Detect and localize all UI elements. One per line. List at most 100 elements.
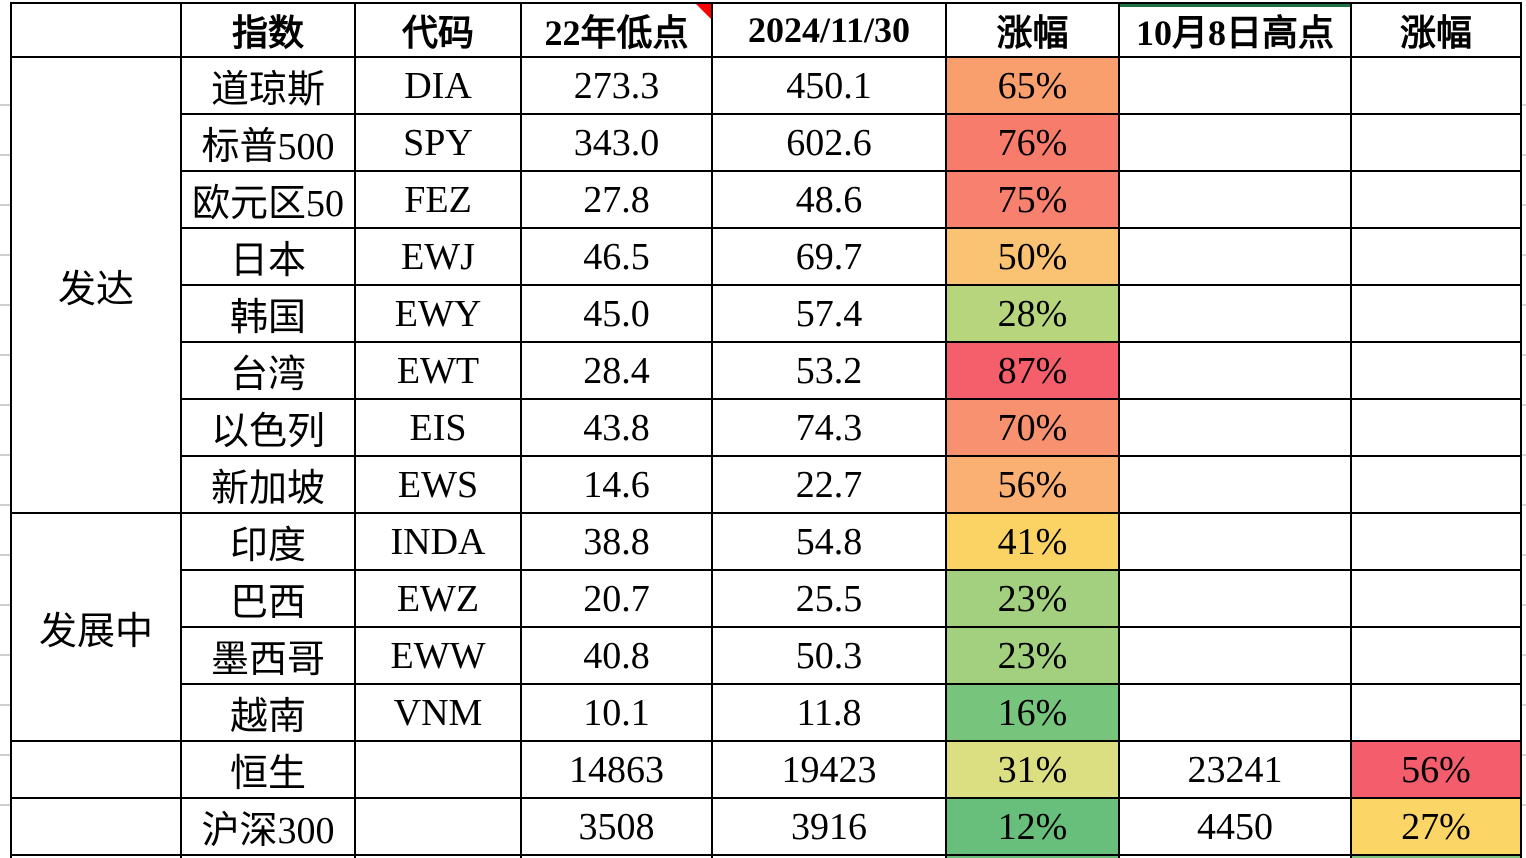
cell-code[interactable] [354,854,522,858]
cell-low22[interactable]: 20.7 [520,569,713,628]
cell-nov30[interactable]: 54.8 [711,512,947,571]
cell-index-name[interactable]: 韩国 [180,284,356,343]
cell-code[interactable]: EWZ [354,569,522,628]
cell-change1[interactable]: 12% [945,854,1120,858]
cell-index-name[interactable]: 中证500 [180,854,356,858]
cell-change1[interactable]: 75% [945,170,1120,229]
cell-low22[interactable]: 5234 [520,854,713,858]
cell-code[interactable]: DIA [354,56,522,115]
cell-oct8-high[interactable] [1118,455,1352,514]
group-cell[interactable]: 发展中 [10,512,182,742]
cell-oct8-high[interactable]: 6417 [1118,854,1352,858]
cell-nov30[interactable]: 450.1 [711,56,947,115]
cell-code[interactable]: VNM [354,683,522,742]
group-cell-empty[interactable] [10,854,182,858]
cell-nov30[interactable]: 48.6 [711,170,947,229]
cell-oct8-high[interactable]: 23241 [1118,740,1352,799]
group-cell-empty[interactable] [10,797,182,856]
cell-change2[interactable] [1350,569,1522,628]
cell-oct8-high[interactable] [1118,170,1352,229]
cell-low22[interactable]: 45.0 [520,284,713,343]
group-cell-empty[interactable] [10,740,182,799]
cell-change2[interactable] [1350,341,1522,400]
cell-code[interactable] [354,740,522,799]
cell-change1[interactable]: 23% [945,569,1120,628]
cell-oct8-high[interactable] [1118,113,1352,172]
header-low22[interactable]: 22年低点 [520,2,713,58]
cell-index-name[interactable]: 巴西 [180,569,356,628]
cell-index-name[interactable]: 以色列 [180,398,356,457]
cell-low22[interactable]: 14863 [520,740,713,799]
cell-change2[interactable]: 56% [1350,740,1522,799]
cell-low22[interactable]: 27.8 [520,170,713,229]
cell-code[interactable]: EIS [354,398,522,457]
cell-low22[interactable]: 10.1 [520,683,713,742]
header-date-2024-11-30[interactable]: 2024/11/30 [711,2,947,58]
cell-index-name[interactable]: 标普500 [180,113,356,172]
cell-code[interactable]: EWT [354,341,522,400]
cell-change1[interactable]: 41% [945,512,1120,571]
header-group-cell[interactable] [10,2,182,58]
cell-nov30[interactable]: 25.5 [711,569,947,628]
cell-change2[interactable]: 23% [1350,854,1522,858]
cell-code[interactable]: INDA [354,512,522,571]
cell-change2[interactable] [1350,683,1522,742]
cell-code[interactable]: EWJ [354,227,522,286]
cell-code[interactable]: SPY [354,113,522,172]
cell-change2[interactable] [1350,170,1522,229]
cell-oct8-high[interactable]: 4450 [1118,797,1352,856]
cell-low22[interactable]: 343.0 [520,113,713,172]
cell-low22[interactable]: 28.4 [520,341,713,400]
cell-change2[interactable] [1350,512,1522,571]
header-change-2[interactable]: 涨幅 [1350,2,1522,58]
cell-index-name[interactable]: 恒生 [180,740,356,799]
cell-low22[interactable]: 43.8 [520,398,713,457]
cell-code[interactable]: EWS [354,455,522,514]
header-oct8-high[interactable]: 10月8日高点 [1118,2,1352,58]
cell-oct8-high[interactable] [1118,512,1352,571]
cell-nov30[interactable]: 3916 [711,797,947,856]
cell-change1[interactable]: 12% [945,797,1120,856]
cell-index-name[interactable]: 欧元区50 [180,170,356,229]
cell-oct8-high[interactable] [1118,227,1352,286]
cell-change2[interactable] [1350,626,1522,685]
cell-change2[interactable] [1350,398,1522,457]
cell-nov30[interactable]: 53.2 [711,341,947,400]
cell-change1[interactable]: 56% [945,455,1120,514]
cell-low22[interactable]: 38.8 [520,512,713,571]
cell-index-name[interactable]: 日本 [180,227,356,286]
cell-oct8-high[interactable] [1118,284,1352,343]
cell-oct8-high[interactable] [1118,626,1352,685]
cell-low22[interactable]: 14.6 [520,455,713,514]
cell-change2[interactable] [1350,455,1522,514]
cell-change1[interactable]: 16% [945,683,1120,742]
group-cell[interactable]: 发达 [10,56,182,514]
cell-code[interactable]: FEZ [354,170,522,229]
cell-nov30[interactable]: 22.7 [711,455,947,514]
cell-index-name[interactable]: 台湾 [180,341,356,400]
cell-change1[interactable]: 50% [945,227,1120,286]
cell-index-name[interactable]: 新加坡 [180,455,356,514]
header-change-1[interactable]: 涨幅 [945,2,1120,58]
cell-code[interactable]: EWY [354,284,522,343]
cell-change1[interactable]: 76% [945,113,1120,172]
cell-change1[interactable]: 65% [945,56,1120,115]
cell-code[interactable]: EWW [354,626,522,685]
cell-nov30[interactable]: 5851 [711,854,947,858]
cell-nov30[interactable]: 50.3 [711,626,947,685]
cell-nov30[interactable]: 69.7 [711,227,947,286]
cell-oct8-high[interactable] [1118,398,1352,457]
cell-oct8-high[interactable] [1118,683,1352,742]
cell-index-name[interactable]: 沪深300 [180,797,356,856]
cell-nov30[interactable]: 74.3 [711,398,947,457]
cell-change1[interactable]: 31% [945,740,1120,799]
cell-change2[interactable] [1350,113,1522,172]
cell-nov30[interactable]: 602.6 [711,113,947,172]
cell-nov30[interactable]: 11.8 [711,683,947,742]
cell-oct8-high[interactable] [1118,56,1352,115]
cell-low22[interactable]: 3508 [520,797,713,856]
cell-change1[interactable]: 28% [945,284,1120,343]
cell-change2[interactable] [1350,227,1522,286]
header-code[interactable]: 代码 [354,2,522,58]
cell-index-name[interactable]: 道琼斯 [180,56,356,115]
